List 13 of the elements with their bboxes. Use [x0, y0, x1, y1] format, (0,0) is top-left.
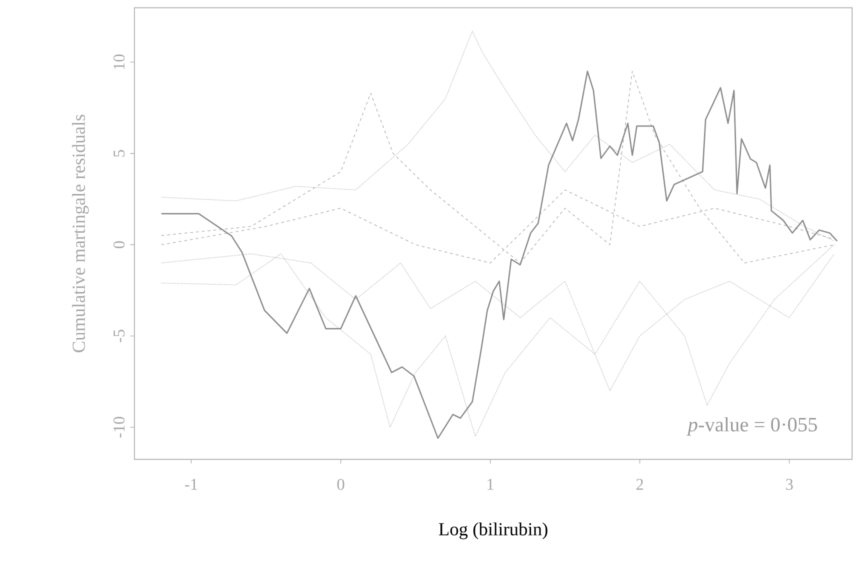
y-tick-label: -5	[114, 330, 125, 342]
y-tick-label: 10	[114, 54, 125, 69]
y-axis-title: Cumulative martingale residuals	[72, 114, 89, 352]
x-tick-label: -1	[184, 478, 198, 490]
x-tick-label: 1	[488, 478, 494, 490]
x-axis-title: Log (bilirubin)	[438, 522, 548, 540]
y-tick-label: 5	[114, 150, 125, 157]
x-tick-label: 3	[786, 478, 793, 490]
y-tick-label: 0	[114, 241, 125, 248]
annotation: p-value = 0·055	[686, 417, 817, 436]
x-tick-label: 0	[337, 478, 344, 490]
x-tick-label: 2	[636, 478, 643, 490]
y-tick-label: -10	[114, 416, 125, 438]
